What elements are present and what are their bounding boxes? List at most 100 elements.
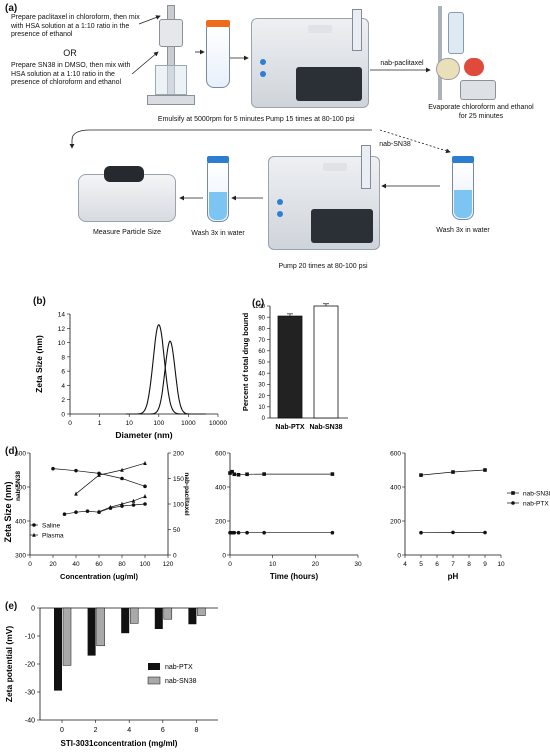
- y-tick-label: 80: [258, 327, 265, 333]
- point-saline: [74, 510, 78, 514]
- microfluidizer-bottom: [268, 145, 380, 250]
- point-nab-ptx: [483, 530, 487, 535]
- y2-tick-label: 150: [173, 476, 184, 483]
- point-saline: [131, 503, 136, 507]
- y-tick-label: 4: [61, 383, 65, 390]
- y-axis-label: Percent of total drug bound: [241, 312, 250, 411]
- point-nab-sn38: [330, 472, 335, 476]
- y-tick-label: 14: [58, 312, 66, 319]
- point-plasma: [74, 491, 78, 496]
- y2-tick-label: 50: [173, 527, 181, 534]
- y-axis-label: Zeta Size (nm): [3, 481, 13, 542]
- y2-tick-label: 0: [173, 552, 177, 559]
- measure-label: Measure Particle Size: [92, 229, 162, 236]
- point-nab-sn38: [228, 471, 232, 475]
- point-nab-ptx: [236, 530, 241, 535]
- y-tick-label: 30: [258, 383, 265, 389]
- workflow-arrows: [69, 15, 451, 201]
- bar-nab-ptx: [121, 608, 130, 634]
- sn38-prep-text: Prepare SN38 in DMSO, then mix with HSA …: [11, 62, 131, 86]
- y2-tick-label: 100: [173, 501, 184, 508]
- point-nab-ptx: [245, 530, 249, 535]
- x-axis-label: STI-3031concentration (mg/ml): [61, 739, 178, 748]
- nab-sn38-label: nab-SN38: [379, 141, 411, 148]
- paclitaxel-prep-text: Prepare paclitaxel in chloroform, then m…: [11, 14, 140, 38]
- pump15-label: Pump 15 times at 80-100 psi: [265, 116, 355, 123]
- x-tick-label: 100: [140, 561, 151, 568]
- y-tick-label: 400: [15, 518, 26, 525]
- point-nab-ptx: [262, 530, 266, 535]
- y2-tick-label: 200: [173, 450, 184, 457]
- x-tick-label: 0: [68, 420, 72, 427]
- x-tick-label: 40: [72, 561, 80, 568]
- y-tick-label: -40: [25, 718, 35, 725]
- y-tick-label: 90: [258, 315, 265, 321]
- x-tick-label: 1: [98, 420, 102, 427]
- point-saline: [74, 468, 78, 473]
- evaporate-label: Evaporate chloroform and ethanol for 25 …: [428, 104, 534, 120]
- panel-a-label: (a): [5, 3, 18, 14]
- x-tick-label: 4: [403, 561, 407, 568]
- legend-label: Saline: [42, 522, 60, 529]
- legend-label: Plasma: [42, 532, 64, 539]
- x-tick-label: 2: [94, 727, 98, 734]
- y-tick-label: 0: [31, 606, 35, 613]
- chart-c-drug-bound: 0 10 20 30 40 50 60 70 80 90 100 Percent of total d…: [241, 303, 348, 431]
- y-tick-label: 8: [61, 354, 65, 361]
- series-line-saline-right: [64, 503, 146, 515]
- legend-marker-nab-ptx: [511, 501, 515, 505]
- legend-marker-nab-sn38: [511, 491, 515, 495]
- y-tick-label: -20: [25, 662, 35, 669]
- x-axis-label: Diameter (nm): [115, 430, 172, 440]
- x-tick-label: 9: [483, 561, 487, 568]
- chart-b-particle-size: 0 2 4 6 8 10 12 14 0 1 10 100 1000 10000 Diameter (nm)…: [34, 312, 227, 441]
- point-plasma: [120, 501, 124, 506]
- y-tick-label: 200: [215, 518, 226, 525]
- x-tick-label: 10: [126, 420, 134, 427]
- point-nab-sn38: [451, 470, 455, 474]
- point-nab-sn38: [262, 472, 266, 476]
- left-axis-title: nab-SN38: [15, 471, 22, 501]
- point-nab-sn38: [419, 473, 423, 477]
- x-tick-label: 6: [435, 561, 439, 568]
- point-nab-sn38: [245, 472, 249, 477]
- y-tick-label: 6: [61, 369, 65, 376]
- chart-d-concentration: 300 400 500 600 0 50 100 150 200 0 20 40 60 80 100 120 C…: [3, 450, 190, 581]
- series-line-plasma-left: [75, 462, 146, 495]
- right-axis-title: nab-paclitaxel: [183, 472, 190, 516]
- x-tick-label: 10: [497, 561, 505, 568]
- y-tick-label: 400: [390, 484, 401, 491]
- y-tick-label: -30: [25, 690, 35, 697]
- x-tick-label: 20: [49, 561, 57, 568]
- point-nab-sn38: [483, 468, 487, 472]
- emulsify-label: Emulsify at 5000rpm for 5 minutes: [157, 116, 265, 123]
- y-tick-label: 70: [258, 338, 265, 344]
- x-tick-label: 20: [312, 561, 320, 568]
- point-saline: [143, 484, 147, 489]
- x-tick-label: 4: [127, 727, 131, 734]
- point-plasma: [97, 472, 101, 477]
- y-tick-label: 0: [397, 552, 401, 559]
- x-tick-label: Nab-SN38: [309, 424, 342, 431]
- point-nab-sn38: [236, 472, 241, 477]
- x-axis-label: Time (hours): [270, 572, 319, 581]
- x-tick-label: 0: [28, 561, 32, 568]
- y-tick-label: 0: [262, 416, 266, 422]
- x-tick-label: 7: [451, 561, 455, 568]
- y-tick-label: 600: [15, 450, 26, 457]
- bar-nab-sn38: [197, 607, 206, 616]
- x-tick-label: 8: [467, 561, 471, 568]
- x-tick-label: 80: [118, 561, 126, 568]
- bar-nab-sn38: [129, 607, 139, 624]
- point-saline: [62, 512, 67, 516]
- y-tick-label: 600: [390, 450, 401, 457]
- wash-left-label: Wash 3x in water: [191, 230, 245, 237]
- bar-nab-sn38: [163, 607, 173, 620]
- point-plasma: [143, 494, 147, 499]
- point-plasma: [143, 460, 147, 465]
- point-nab-ptx: [419, 530, 423, 535]
- x-axis-label: Concentration (ug/ml): [60, 572, 138, 581]
- y-tick-label: 0: [61, 412, 65, 419]
- y-tick-label: 10: [58, 340, 66, 347]
- point-nab-sn38: [232, 472, 237, 477]
